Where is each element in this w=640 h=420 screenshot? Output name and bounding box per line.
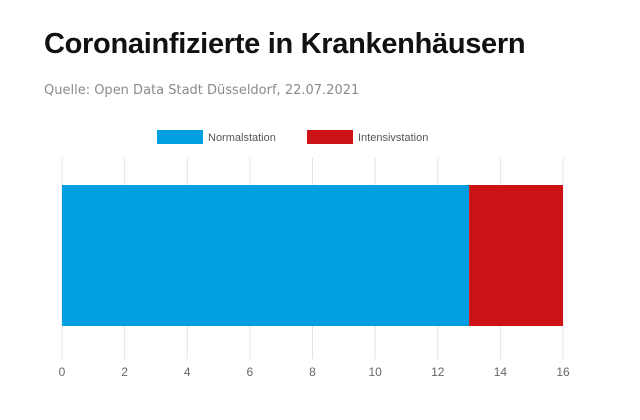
bars bbox=[62, 185, 563, 326]
x-tick-label: 16 bbox=[556, 365, 570, 379]
x-tick-label: 4 bbox=[184, 365, 191, 379]
bar-normalstation bbox=[62, 185, 470, 326]
legend-label-normalstation: Normalstation bbox=[208, 132, 276, 144]
x-axis: 0 2 4 6 8 10 12 14 16 bbox=[59, 365, 570, 379]
x-tick-label: 8 bbox=[309, 365, 316, 379]
bar-intensivstation bbox=[469, 185, 563, 326]
x-tick-label: 6 bbox=[247, 365, 254, 379]
legend-label-intensivstation: Intensivstation bbox=[358, 132, 428, 144]
x-tick-label: 10 bbox=[368, 365, 382, 379]
legend-swatch-intensivstation bbox=[307, 130, 353, 144]
chart-source: Quelle: Open Data Stadt Düsseldorf, 22.0… bbox=[44, 83, 360, 98]
x-tick-label: 2 bbox=[121, 365, 128, 379]
legend: Normalstation Intensivstation bbox=[157, 130, 428, 144]
x-tick-label: 14 bbox=[494, 365, 508, 379]
chart-title: Coronainfizierte in Krankenhäusern bbox=[44, 28, 526, 60]
x-tick-label: 12 bbox=[431, 365, 445, 379]
legend-swatch-normalstation bbox=[157, 130, 203, 144]
x-tick-label: 0 bbox=[59, 365, 66, 379]
